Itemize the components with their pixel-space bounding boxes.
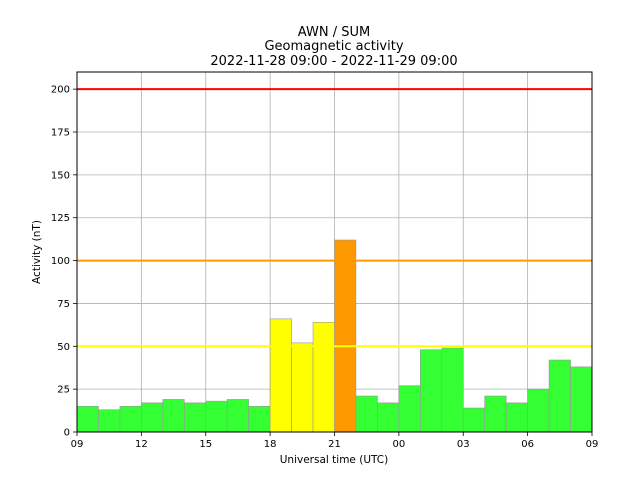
y-tick-label: 200 bbox=[51, 85, 70, 96]
x-tick-label: 18 bbox=[264, 439, 277, 450]
bar-hour-17 bbox=[248, 405, 271, 433]
bar-hour-12 bbox=[141, 402, 164, 433]
bar-hour-05 bbox=[505, 402, 528, 433]
y-axis-label: Activity (nT) bbox=[31, 220, 43, 284]
bar-hour-23 bbox=[377, 402, 400, 433]
bar-hour-21 bbox=[334, 239, 357, 433]
bar-hour-14 bbox=[183, 402, 207, 433]
bar-hour-03 bbox=[462, 407, 486, 433]
x-tick-label: 12 bbox=[135, 439, 148, 450]
chart-title-line-3: 2022-11-28 09:00 - 2022-11-29 09:00 bbox=[210, 54, 457, 69]
bar-hour-11 bbox=[119, 405, 142, 433]
bar-hour-00 bbox=[398, 385, 421, 433]
x-axis-label: Universal time (UTC) bbox=[280, 454, 388, 466]
x-tick-label: 15 bbox=[199, 439, 212, 450]
bar-hour-18 bbox=[269, 318, 292, 433]
bar-hour-06 bbox=[527, 388, 550, 433]
x-tick-label: 00 bbox=[393, 439, 406, 450]
bar-hour-09 bbox=[76, 405, 99, 433]
bar-hour-19 bbox=[291, 342, 314, 433]
bar-hour-10 bbox=[98, 409, 121, 433]
threshold-lines bbox=[77, 88, 592, 348]
x-tick-label: 09 bbox=[71, 439, 84, 450]
bar-hour-07 bbox=[548, 359, 571, 433]
bar-hour-20 bbox=[312, 321, 335, 433]
bar-hour-15 bbox=[205, 400, 228, 433]
y-tick-label: 50 bbox=[57, 342, 70, 353]
bar-hour-04 bbox=[484, 395, 507, 433]
bar-hour-22 bbox=[355, 395, 378, 433]
bar-hour-13 bbox=[162, 399, 185, 433]
y-tick-label: 75 bbox=[57, 299, 70, 310]
bar-hour-08 bbox=[570, 366, 593, 433]
bar-series bbox=[76, 239, 593, 433]
x-tick-label: 06 bbox=[521, 439, 534, 450]
bar-hour-01 bbox=[420, 349, 443, 433]
y-tick-label: 175 bbox=[51, 128, 70, 139]
y-tick-label: 25 bbox=[57, 385, 70, 396]
chart-title-line-1: AWN / SUM bbox=[298, 25, 370, 40]
y-axis-ticks: 0 25 50 75 100 125 150 175 200 bbox=[51, 85, 77, 439]
y-tick-label: 0 bbox=[64, 428, 70, 439]
bar-hour-02 bbox=[441, 347, 464, 433]
bar-hour-16 bbox=[226, 399, 249, 433]
x-tick-label: 09 bbox=[586, 439, 599, 450]
y-tick-label: 100 bbox=[51, 256, 70, 267]
y-tick-label: 125 bbox=[51, 213, 70, 224]
y-tick-label: 150 bbox=[51, 170, 70, 181]
chart-title-line-2: Geomagnetic activity bbox=[264, 39, 403, 54]
x-tick-label: 03 bbox=[457, 439, 470, 450]
x-axis-ticks: 09 12 15 18 21 00 03 06 09 bbox=[71, 432, 599, 450]
x-tick-label: 21 bbox=[328, 439, 341, 450]
